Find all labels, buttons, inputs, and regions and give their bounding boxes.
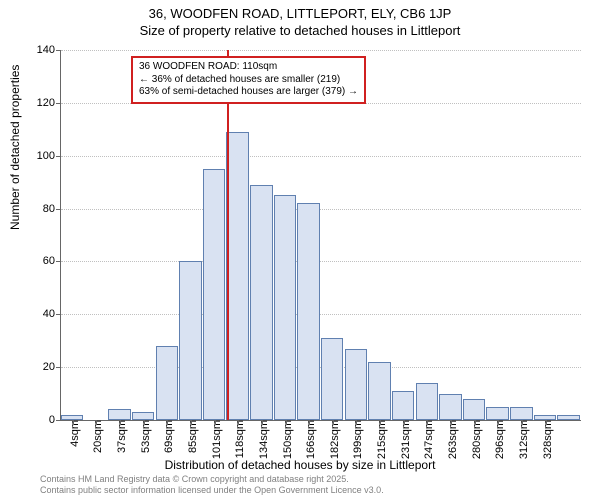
x-tick-label: 134sqm [254, 420, 270, 459]
y-tick-label: 60 [25, 255, 61, 267]
y-gridline [61, 209, 581, 211]
bar [321, 338, 343, 420]
x-tick-mark [522, 420, 523, 425]
y-tick-label: 140 [25, 44, 61, 56]
y-tick-label: 0 [25, 414, 61, 426]
x-tick-mark [333, 420, 334, 425]
x-tick-label: 231sqm [396, 420, 412, 459]
x-tick-mark [356, 420, 357, 425]
x-tick-mark [215, 420, 216, 425]
y-tick-label: 40 [25, 308, 61, 320]
x-axis-label: Distribution of detached houses by size … [0, 458, 600, 472]
bar [510, 407, 532, 420]
x-tick-mark [451, 420, 452, 425]
bar [557, 415, 579, 420]
x-tick-label: 199sqm [348, 420, 364, 459]
y-tick-label: 80 [25, 203, 61, 215]
y-tick-label: 120 [25, 97, 61, 109]
x-tick-mark [309, 420, 310, 425]
title-main: 36, WOODFEN ROAD, LITTLEPORT, ELY, CB6 1… [0, 0, 600, 21]
x-tick-mark [120, 420, 121, 425]
bar [345, 349, 367, 420]
title-sub: Size of property relative to detached ho… [0, 21, 600, 38]
x-tick-mark [167, 420, 168, 425]
x-tick-label: 166sqm [301, 420, 317, 459]
x-tick-label: 247sqm [419, 420, 435, 459]
annotation-box: 36 WOODFEN ROAD: 110sqm ← 36% of detache… [131, 56, 366, 104]
footer-line2: Contains public sector information licen… [40, 485, 384, 496]
y-gridline [61, 156, 581, 158]
x-tick-label: 182sqm [325, 420, 341, 459]
y-gridline [61, 314, 581, 316]
bar [297, 203, 319, 420]
bar [132, 412, 154, 420]
chart-container: 36, WOODFEN ROAD, LITTLEPORT, ELY, CB6 1… [0, 0, 600, 500]
x-tick-mark [546, 420, 547, 425]
reference-line [227, 50, 229, 420]
bar [156, 346, 178, 420]
bar [463, 399, 485, 420]
y-axis-label: Number of detached properties [8, 65, 22, 230]
x-tick-label: 280sqm [467, 420, 483, 459]
bar [203, 169, 225, 420]
x-tick-label: 328sqm [538, 420, 554, 459]
x-tick-mark [238, 420, 239, 425]
x-tick-label: 312sqm [514, 420, 530, 459]
x-tick-mark [380, 420, 381, 425]
x-tick-label: 263sqm [443, 420, 459, 459]
x-tick-mark [73, 420, 74, 425]
bar [486, 407, 508, 420]
annotation-line3: 63% of semi-detached houses are larger (… [139, 86, 358, 99]
x-tick-mark [96, 420, 97, 425]
x-tick-mark [404, 420, 405, 425]
bar [439, 394, 461, 420]
annotation-line2: ← 36% of detached houses are smaller (21… [139, 74, 358, 87]
bar [108, 409, 130, 420]
x-tick-mark [144, 420, 145, 425]
x-tick-mark [498, 420, 499, 425]
bar [250, 185, 272, 420]
bar [274, 195, 296, 420]
bar [416, 383, 438, 420]
x-tick-label: 118sqm [230, 420, 246, 458]
plot-area: 0204060801001201404sqm20sqm37sqm53sqm69s… [60, 50, 581, 421]
x-tick-mark [427, 420, 428, 425]
x-tick-mark [286, 420, 287, 425]
bar [179, 261, 201, 420]
bar [226, 132, 248, 420]
footer: Contains HM Land Registry data © Crown c… [40, 474, 384, 496]
annotation-line1: 36 WOODFEN ROAD: 110sqm [139, 61, 358, 74]
bar [368, 362, 390, 420]
x-tick-label: 296sqm [490, 420, 506, 459]
x-tick-mark [191, 420, 192, 425]
x-tick-label: 101sqm [207, 420, 223, 459]
x-tick-label: 150sqm [278, 420, 294, 459]
x-tick-mark [262, 420, 263, 425]
footer-line1: Contains HM Land Registry data © Crown c… [40, 474, 384, 485]
bar [392, 391, 414, 420]
y-gridline [61, 261, 581, 263]
y-tick-label: 100 [25, 150, 61, 162]
x-tick-label: 215sqm [372, 420, 388, 459]
y-tick-label: 20 [25, 361, 61, 373]
x-tick-mark [475, 420, 476, 425]
y-gridline [61, 50, 581, 52]
